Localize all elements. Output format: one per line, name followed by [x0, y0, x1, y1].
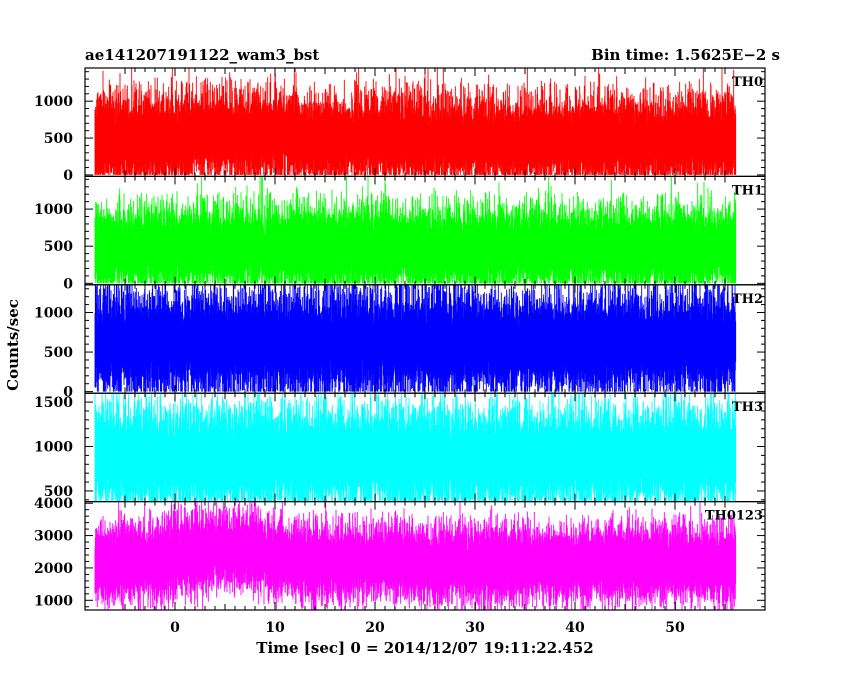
- panel-th2: 0 500 1000 TH2: [34, 284, 766, 401]
- y-tick-label: 500: [44, 239, 73, 255]
- y-tick-label: 500: [44, 484, 73, 500]
- panel-th0123: 1000 2000 3000 4000 TH0123: [34, 496, 766, 611]
- y-tick-label: 0: [63, 276, 73, 292]
- y-tick-label: 1000: [34, 440, 73, 456]
- panels-group: 05001000TH005001000TH105001000TH25001000…: [34, 67, 766, 611]
- y-tick-label: 3000: [34, 529, 73, 545]
- x-tick-label: 0: [170, 620, 180, 636]
- x-tick-label: 40: [565, 620, 585, 636]
- x-axis-label: Time [sec] 0 = 2014/12/07 19:11:22.452: [256, 639, 593, 657]
- x-tick-label: 30: [465, 620, 485, 636]
- series-th1: [94, 176, 737, 284]
- y-axis-label: Counts/sec: [4, 299, 22, 391]
- series-th2: [94, 284, 737, 392]
- panel-th1: 0 500 1000 TH1: [34, 175, 766, 292]
- chart-title: ae141207191122_wam3_bst: [85, 46, 319, 64]
- series-th3: [94, 393, 737, 502]
- y-tick-label: 4000: [34, 496, 73, 512]
- y-tick-label: 1000: [34, 202, 73, 218]
- x-tick-label: 10: [265, 620, 285, 636]
- y-tick-label: 500: [44, 345, 73, 361]
- panel-label-th0123: TH0123: [705, 509, 763, 524]
- y-tick-label: 1000: [34, 593, 73, 609]
- y-tick-label: 0: [63, 168, 73, 184]
- series-th0123: [94, 501, 737, 610]
- y-tick-label: 1000: [34, 94, 73, 110]
- panel-th0: 0 500 1000 TH0: [34, 67, 766, 184]
- panel-label-th1: TH1: [732, 183, 763, 198]
- x-axis: 0 10 20 30 40 50: [170, 620, 685, 636]
- x-tick-label: 50: [665, 620, 685, 636]
- y-tick-label: 1000: [34, 305, 73, 321]
- y-tick-label: 500: [44, 131, 73, 147]
- panel-label-th0: TH0: [732, 75, 763, 90]
- panel-th3: 500 1000 1500 TH3: [34, 392, 766, 503]
- x-tick-label: 20: [365, 620, 385, 636]
- bin-time-label: Bin time: 1.5625E−2 s: [591, 46, 780, 64]
- y-tick-label: 0: [63, 385, 73, 401]
- y-tick-label: 1500: [34, 395, 73, 411]
- panel-label-th2: TH2: [732, 292, 763, 307]
- panel-label-th3: TH3: [732, 400, 763, 415]
- y-tick-label: 2000: [34, 561, 73, 577]
- series-th0: [94, 68, 737, 175]
